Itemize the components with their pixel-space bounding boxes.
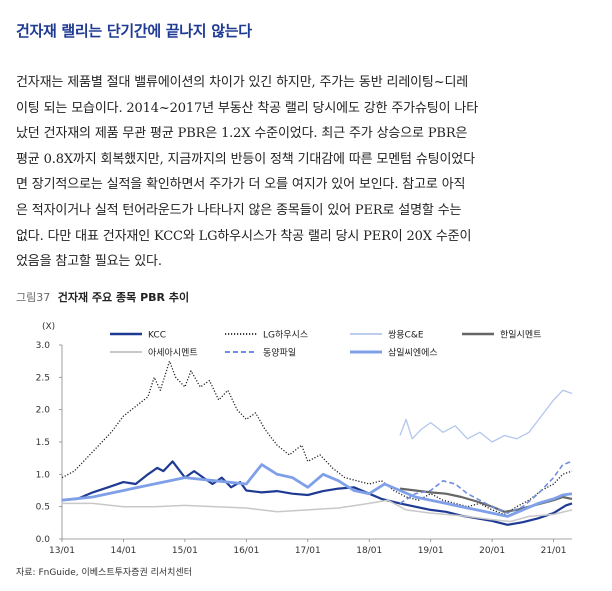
paragraph-line: 건자재는 제품별 절대 밸류에이션의 차이가 있긴 하지만, 주가는 동반 리레… — [16, 75, 469, 90]
chart-container: (X) 0.0 0.5 1.0 1.5 2.0 2.5 3.0 13/01 14/01 15/01 1… — [0, 312, 612, 562]
legend-label: 삼일씨엔에스 — [388, 348, 438, 359]
x-tick-label: 18/01 — [356, 546, 382, 556]
legend-label: 아세아시멘트 — [148, 348, 198, 359]
figure-caption: 그림37 건자재 주요 종목 PBR 추이 — [16, 289, 189, 305]
source-note: 자료: FnGuide, 이베스트투자증권 리서치센터 — [16, 568, 192, 578]
y-tick-label: 2.0 — [36, 406, 51, 416]
paragraph-line: 었음을 참고할 필요는 있다. — [16, 254, 162, 270]
legend-label: 한일시멘트 — [500, 330, 541, 341]
pbr-line-chart: (X) 0.0 0.5 1.0 1.5 2.0 2.5 3.0 13/01 14/01 15/01 1… — [36, 322, 573, 556]
y-tick-label: 3.0 — [36, 341, 51, 351]
figure-title: 건자재 주요 종목 PBR 추이 — [57, 291, 190, 304]
legend-label: LG하우시스 — [263, 330, 308, 341]
y-axis-unit: (X) — [42, 322, 55, 332]
x-tick-label: 17/01 — [295, 546, 321, 556]
y-tick-label: 1.0 — [36, 470, 51, 480]
series-line — [399, 389, 573, 443]
x-tick-label: 19/01 — [418, 546, 444, 556]
paragraph-line: 났던 건자재의 제품 무관 평균 PBR은 1.2X 수준이었다. 최근 주가 … — [16, 126, 468, 142]
legend-label: 동양파일 — [263, 348, 296, 359]
paragraph-line: 은 적자이거나 실적 턴어라운드가 나타나지 않은 종목들이 있어 PER로 설… — [16, 202, 462, 218]
x-tick-label: 13/01 — [49, 546, 75, 556]
x-tick-label: 14/01 — [110, 546, 136, 556]
y-tick-label: 1.5 — [36, 438, 50, 448]
legend-label: KCC — [148, 331, 166, 341]
y-tick-label: 0.5 — [36, 503, 50, 513]
series-line — [399, 460, 573, 514]
paragraph-line: 없다. 다만 대표 건자재인 KCC와 LG하우시스가 착공 랠리 당시 PER… — [16, 228, 472, 244]
legend-label: 쌍용C&E — [388, 330, 424, 341]
series-line — [62, 499, 573, 523]
y-tick-label: 2.5 — [36, 373, 50, 383]
x-tick-label: 21/01 — [541, 546, 567, 556]
x-tick-label: 15/01 — [172, 546, 198, 556]
y-tick-label: 0.0 — [36, 535, 51, 545]
x-tick-label: 16/01 — [233, 546, 259, 556]
paragraph-line: 이팅 되는 모습이다. 2014~2017년 부동산 착공 랠리 당시에도 강한… — [16, 100, 479, 116]
x-tick-label: 20/01 — [479, 546, 505, 556]
section-heading: 건자재 랠리는 단기간에 끝나지 않는다 — [16, 22, 252, 40]
series-line — [61, 463, 573, 518]
paragraph-line: 평균 0.8X까지 회복했지만, 지금까지의 반등이 정책 기대감에 따른 모멘… — [16, 151, 475, 167]
series-line — [61, 360, 573, 516]
body-paragraph: 건자재는 제품별 절대 밸류에이션의 차이가 있긴 하지만, 주가는 동반 리레… — [16, 70, 596, 275]
series-line — [61, 460, 573, 526]
paragraph-line: 면 장기적으로는 실적을 확인하면서 주가가 더 오를 여지가 있어 보인다. … — [16, 177, 466, 193]
figure-label: 그림37 — [16, 291, 51, 304]
